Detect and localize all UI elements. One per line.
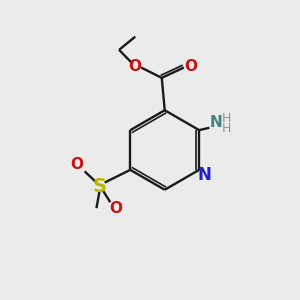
Text: S: S	[92, 177, 106, 196]
Text: H: H	[222, 112, 232, 125]
Text: O: O	[128, 58, 141, 74]
Text: O: O	[184, 58, 197, 74]
Text: N: N	[197, 166, 212, 184]
Text: H: H	[222, 122, 232, 135]
Text: N: N	[210, 115, 222, 130]
Text: O: O	[110, 201, 123, 216]
Text: O: O	[70, 158, 83, 172]
